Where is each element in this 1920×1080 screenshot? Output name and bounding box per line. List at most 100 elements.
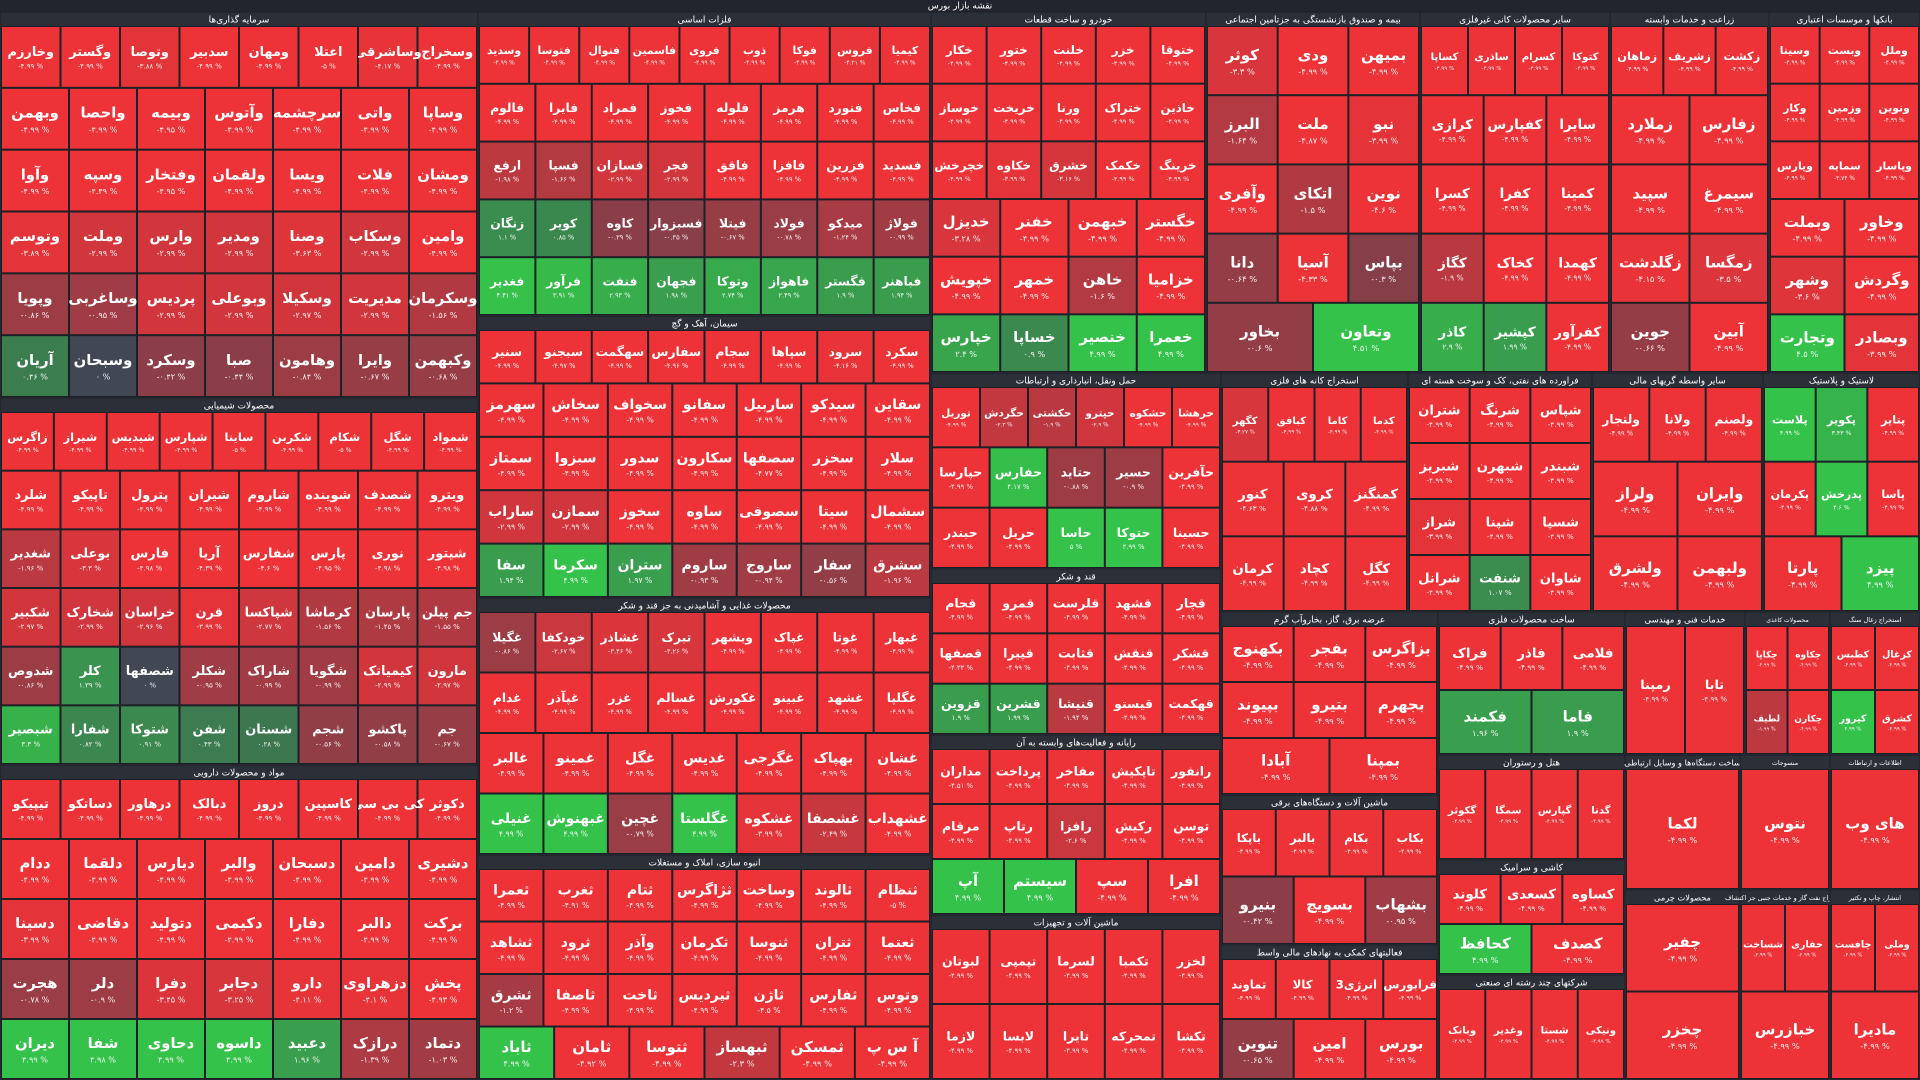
stock-change: -۴.۹۹ %: [122, 447, 144, 454]
stock-ticker: شدوص: [8, 664, 53, 679]
sector: حمل ونقل، انبارداری و ارتباطاتحرهشا-۴.۹۹…: [930, 372, 1222, 570]
stock-ticker: سنیر: [491, 345, 522, 359]
stock-change: -۴.۹۹ %: [948, 175, 971, 183]
stock-change: -۴.۷۷ %: [755, 469, 782, 478]
stock-cell: [1, 899, 69, 959]
stock-cell: [341, 273, 409, 336]
stock-ticker: قمرو: [1001, 595, 1034, 610]
stock-change: -۴.۹۹ %: [175, 447, 197, 454]
stock-cell: [543, 733, 608, 794]
stock-cell: [409, 273, 477, 336]
stock-ticker: وپارس: [1777, 159, 1813, 172]
stock-cell: [1546, 302, 1610, 372]
stock-cell: [1483, 164, 1547, 234]
stock-cell: [479, 733, 544, 794]
stock-change: -۰.۵۶ %: [820, 576, 847, 585]
stock-change: -۴.۹۹ %: [1374, 429, 1394, 435]
stock-ticker: ثبهساز: [715, 1038, 767, 1056]
stock-ticker: مفاخر: [1056, 764, 1095, 779]
stock-ticker: فاقق: [717, 159, 749, 173]
stock-cell: [1047, 583, 1105, 634]
stock-change: -۴.۹۹ %: [1705, 579, 1735, 589]
stock-ticker: فاما: [1563, 707, 1593, 725]
stock-change: -۳.۹۹ %: [197, 622, 222, 631]
stock-ticker: وسکرد: [146, 352, 195, 369]
stock-change: -۴.۹۹ %: [197, 62, 222, 71]
stock-change: -۴.۹۹ %: [1064, 1047, 1089, 1055]
stock-change: -۴.۹۹ %: [1884, 118, 1905, 124]
stock-ticker: غگلستا: [680, 810, 729, 827]
stock-change: ۴.۹۹ %: [1867, 579, 1894, 589]
stock-cell: [298, 588, 358, 647]
stock-cell: [932, 256, 1001, 315]
stock-change: -۴.۹۹ %: [429, 935, 458, 945]
stock-cell: [932, 859, 1004, 914]
stock-cell: [1867, 387, 1920, 462]
stock-cell: [629, 26, 680, 84]
stock-change: -۰.۸۴ %: [293, 372, 322, 382]
stock-change: -۴.۹۹ %: [78, 814, 103, 823]
stock-change: -۴.۹۹ %: [1138, 422, 1159, 428]
stock-ticker: شفن: [192, 723, 226, 738]
stock-change: -۰.۶۶ %: [1635, 343, 1665, 353]
stock-cell: [479, 974, 544, 1027]
stock-ticker: آریا: [198, 546, 220, 562]
stock-cell: [1277, 26, 1349, 96]
stock-change: -۰.۹۳ %: [691, 576, 718, 585]
stock-cell: [1764, 461, 1816, 537]
stock-change: ۲.۷۴ %: [722, 291, 743, 299]
stock-change: -۴.۹۹ %: [1121, 837, 1146, 845]
stock-cell: [932, 749, 990, 804]
stock-change: -۴.۹۹ %: [691, 416, 718, 425]
sector-title: فراورده های نفتی، کک و سوخت هسته ای: [1421, 377, 1578, 387]
stock-cell: [1162, 749, 1221, 804]
stock-ticker: سخوز: [619, 504, 661, 520]
stock-change: -۴.۹۹ %: [1363, 579, 1389, 588]
stock-ticker: بکهنوج: [1233, 639, 1284, 657]
stock-cell: [69, 273, 137, 336]
stock-cell: [1530, 387, 1592, 443]
stock-cell: [989, 633, 1048, 684]
sector-title: عرضه برق، گاز، بخاروآب گرم: [1274, 614, 1385, 626]
stock-change: -۴.۹۹ %: [820, 769, 847, 778]
stock-cell: [1104, 683, 1163, 735]
stock-change: ۴.۹۹ %: [1027, 892, 1054, 902]
stock-cell: [873, 612, 930, 673]
stock-ticker: وملل: [1880, 44, 1907, 57]
stock-cell: [1875, 904, 1919, 992]
stock-cell: [1104, 1004, 1163, 1079]
stock-cell: [629, 1026, 705, 1079]
stock-ticker: شنفت: [1479, 571, 1521, 586]
stock-ticker: زگلدشت: [1619, 253, 1682, 271]
stock-cell: [205, 335, 273, 397]
stock-cell: [1047, 1004, 1105, 1079]
stock-cell: [1, 646, 61, 706]
stock-ticker: وبشهر: [711, 630, 753, 644]
stock-change: -۴.۹۹ %: [1860, 835, 1890, 845]
stock-cell: [1715, 26, 1768, 96]
stock-ticker: لخزر: [1176, 954, 1206, 969]
stock-ticker: غشصفا: [807, 811, 860, 827]
stock-cell: [529, 26, 580, 84]
stock-ticker: دامین: [354, 855, 396, 872]
stock-ticker: شپاس: [1540, 403, 1582, 418]
stock-ticker: ساروم: [681, 557, 727, 573]
stock-ticker: خعمرا: [1149, 329, 1192, 346]
sector-title: قند و شکر: [1055, 573, 1095, 583]
stock-ticker: شکبیر: [10, 605, 50, 620]
stock-change: -۴.۹۹ %: [1545, 819, 1565, 825]
stock-change: -۰.۹۹ %: [890, 233, 914, 241]
stock-change: -۴.۹۹ %: [1179, 614, 1204, 622]
stock-change: ۴.۹۹ %: [563, 829, 588, 838]
stock-change: -۴.۹۹ %: [794, 60, 816, 67]
stock-ticker: ساوه: [687, 504, 723, 520]
stock-ticker: رانفور: [1170, 764, 1211, 779]
stock-ticker: باپکا: [1237, 831, 1261, 845]
sector-title: ساخت دستگاه‌ها و وسایل ارتباطی: [1624, 758, 1741, 768]
stock-cell: [736, 793, 802, 854]
stock-cell: [1785, 904, 1829, 992]
